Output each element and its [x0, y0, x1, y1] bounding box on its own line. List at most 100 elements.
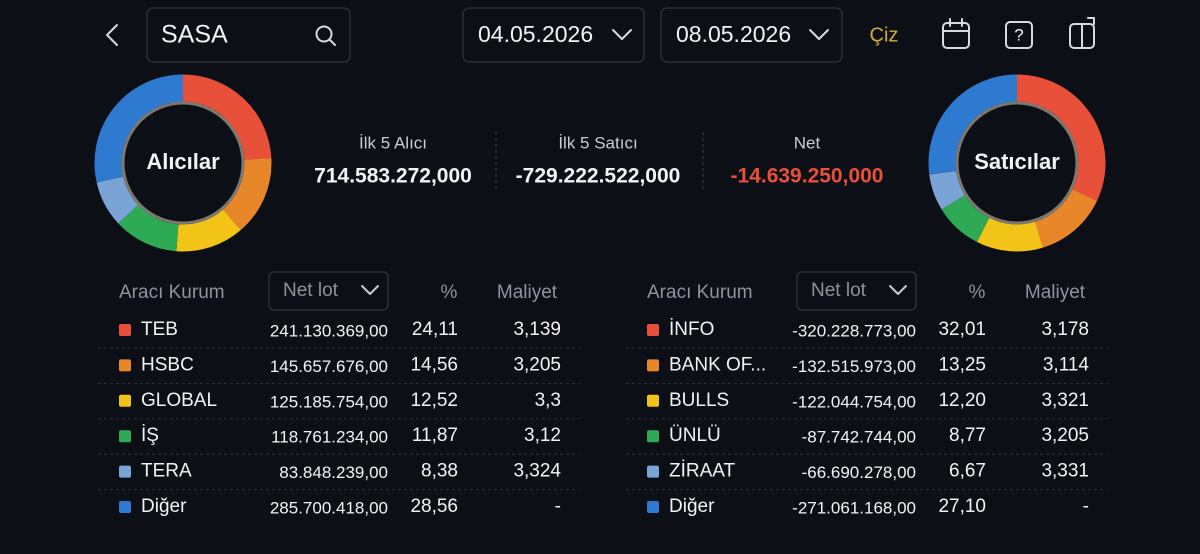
donut-segment — [94, 74, 184, 183]
net-lot: -132.515.973,00 — [792, 357, 916, 376]
summary-value: 714.583.272,000 — [314, 165, 472, 188]
donut-segment — [929, 170, 965, 210]
net-lot: -271.061.168,00 — [792, 498, 916, 517]
donut-segment — [96, 176, 139, 224]
legend-swatch — [647, 430, 659, 443]
legend-swatch — [119, 465, 131, 478]
column-header: Net lot — [811, 280, 867, 301]
donut-segment — [1016, 74, 1106, 201]
summary-label: İlk 5 Satıcı — [558, 133, 637, 152]
cost: - — [1083, 496, 1089, 517]
broker-name: Diğer — [669, 496, 715, 517]
net-lot: 83.848.239,00 — [279, 463, 388, 482]
column-header: Aracı Kurum — [119, 282, 225, 303]
column-header: % — [969, 282, 986, 303]
share: 13,25 — [938, 354, 986, 375]
legend-swatch — [119, 430, 131, 443]
net-lot: -320.228.773,00 — [792, 321, 916, 340]
column-header: Maliyet — [1025, 282, 1086, 303]
legend-swatch — [119, 324, 131, 336]
net-lot: -66.690.278,00 — [802, 463, 916, 482]
donut-segment — [941, 194, 990, 242]
legend-swatch — [647, 501, 659, 513]
dropdown-icon — [361, 285, 379, 295]
summary-label: Net — [794, 133, 821, 152]
dropdown-icon — [809, 29, 829, 40]
dropdown-icon — [889, 285, 907, 295]
cost: 3,205 — [513, 354, 561, 375]
broker-name: İNFO — [669, 319, 714, 340]
donut-title: Alıcılar — [146, 149, 220, 174]
net-lot: 118.761.234,00 — [271, 428, 388, 447]
share: 12,52 — [410, 390, 458, 411]
legend-swatch — [647, 359, 659, 372]
net-lot: 241.130.369,00 — [270, 321, 388, 340]
legend-swatch — [119, 359, 131, 372]
share: 14,56 — [410, 354, 458, 375]
svg-text:?: ? — [1014, 25, 1023, 44]
net-lot: 285.700.418,00 — [270, 498, 388, 517]
cost: 3,324 — [513, 461, 561, 482]
donut-inner-ring — [955, 101, 1079, 225]
dropdown-icon — [612, 29, 632, 40]
broker-name: BULLS — [669, 390, 729, 411]
legend-swatch — [119, 501, 131, 513]
share: 6,67 — [949, 461, 986, 482]
share: 11,87 — [412, 425, 458, 446]
donut-segment — [977, 217, 1043, 252]
broker-name: ÜNLÜ — [669, 425, 721, 446]
search-box[interactable] — [146, 7, 351, 63]
start-date-picker[interactable] — [462, 7, 645, 63]
layout-button[interactable] — [1069, 17, 1095, 49]
legend-swatch — [647, 324, 659, 336]
column-header: Net lot — [283, 280, 339, 301]
net-lot: 125.185.754,00 — [270, 392, 388, 411]
search-icon-handle — [329, 39, 336, 46]
cost: 3,178 — [1041, 319, 1089, 340]
calendar-button[interactable] — [942, 18, 970, 49]
column-header: % — [441, 282, 458, 303]
share: 28,56 — [410, 496, 458, 517]
end-date-picker[interactable] — [660, 7, 843, 63]
donut-segment — [1034, 188, 1098, 248]
broker-name: BANK OF... — [669, 354, 766, 375]
cost: 3,139 — [513, 319, 561, 340]
cost: 3,114 — [1043, 354, 1090, 375]
cost: 3,321 — [1041, 390, 1089, 411]
share: 8,77 — [949, 425, 986, 446]
share: 12,20 — [938, 390, 986, 411]
donut-segment — [176, 209, 241, 252]
broker-name: TEB — [141, 319, 178, 340]
help-button[interactable]: ? — [1005, 21, 1033, 49]
column-header: Maliyet — [497, 282, 558, 303]
cost: 3,331 — [1041, 461, 1089, 482]
share: 27,10 — [938, 496, 986, 517]
broker-name: İŞ — [141, 425, 159, 446]
legend-swatch — [647, 465, 659, 478]
end-date: 08.05.2026 — [676, 21, 791, 47]
summary-value: -14.639.250,000 — [731, 165, 884, 188]
content: İlk 5 Alıcı 714.583.272,000 İlk 5 Satıcı -7… — [94, 74, 1108, 517]
start-date: 04.05.2026 — [478, 21, 593, 47]
net-lot: -87.742.744,00 — [802, 428, 916, 447]
summary-label: İlk 5 Alıcı — [359, 133, 427, 152]
legend-swatch — [119, 394, 131, 407]
legend-swatch — [647, 394, 659, 407]
donut-segment — [928, 74, 1018, 175]
net-lot-sort[interactable] — [796, 271, 917, 311]
cost: 3,205 — [1041, 425, 1089, 446]
broker-name: Diğer — [141, 496, 187, 517]
draw-button[interactable]: Çiz — [870, 24, 899, 46]
cost: 3,3 — [535, 390, 561, 411]
donut-title: Satıcılar — [974, 149, 1060, 174]
share: 8,38 — [421, 461, 458, 482]
net-lot-sort[interactable] — [268, 271, 389, 311]
summary-value: -729.222.522,000 — [516, 165, 681, 188]
back-button[interactable] — [106, 24, 118, 46]
cost: - — [555, 496, 561, 517]
share: 32,01 — [938, 319, 986, 340]
cost: 3,12 — [524, 425, 561, 446]
share: 24,11 — [412, 319, 458, 340]
donut-inner-ring — [121, 101, 245, 225]
